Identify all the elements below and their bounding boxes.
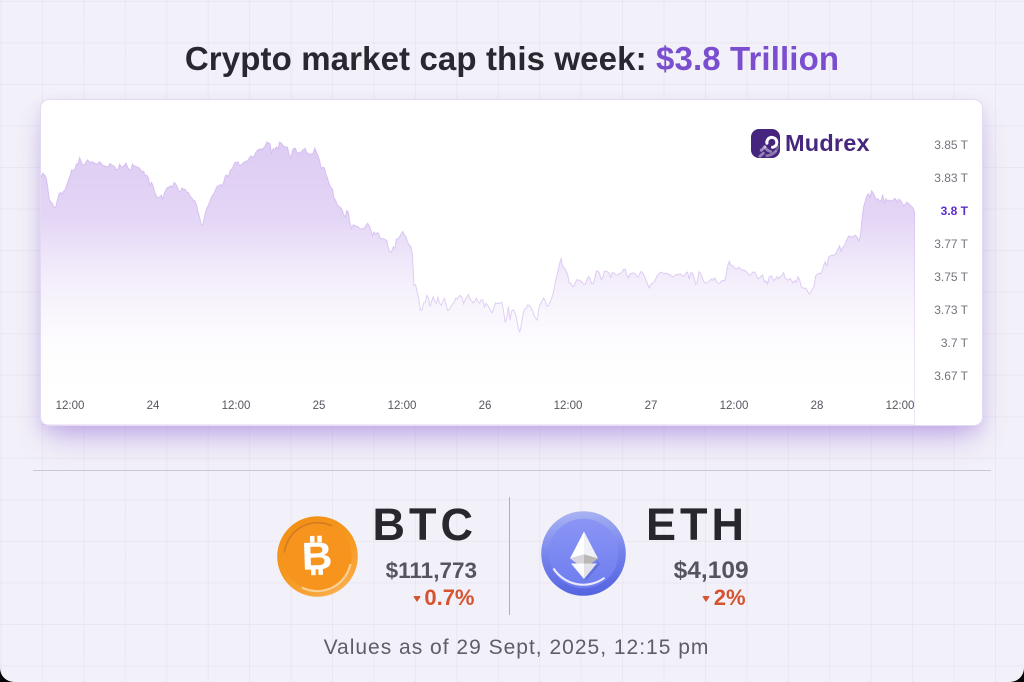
- svg-text:B: B: [301, 533, 333, 578]
